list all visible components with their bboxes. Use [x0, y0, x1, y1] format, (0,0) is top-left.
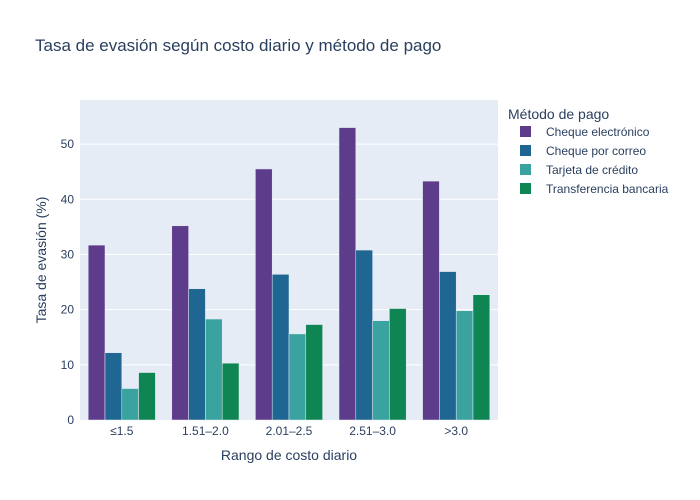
y-tick-label: 20	[61, 303, 75, 317]
bar	[372, 320, 390, 421]
bar	[305, 324, 323, 421]
bar	[87, 244, 106, 421]
x-tick-label: 2.01–2.5	[266, 424, 313, 438]
bar	[255, 168, 273, 421]
legend-title: Método de pago	[508, 106, 609, 122]
x-tick-label: ≤1.5	[110, 424, 134, 438]
chart-title: Tasa de evasión según costo diario y mét…	[35, 36, 441, 55]
y-tick-label: 50	[61, 137, 75, 151]
bars	[87, 127, 491, 421]
bar	[171, 225, 189, 421]
bar	[338, 127, 357, 421]
legend-label: Cheque por correo	[546, 144, 646, 158]
x-axis-title: Rango de costo diario	[221, 447, 357, 463]
legend-label: Tarjeta de crédito	[546, 163, 638, 177]
legend-label: Cheque electrónico	[546, 125, 650, 139]
y-tick-label: 10	[61, 358, 75, 372]
legend-swatch	[520, 126, 531, 137]
legend-swatch	[520, 183, 531, 194]
x-tick-label: 1.51–2.0	[182, 424, 229, 438]
bar	[121, 388, 139, 421]
y-axis-ticks: 0 10 20 30 40 50	[61, 137, 75, 427]
bar	[288, 333, 307, 421]
legend-swatch	[520, 145, 531, 156]
legend: Método de pago Cheque electrónico Cheque …	[508, 106, 669, 196]
bar	[188, 288, 206, 421]
legend-swatch	[520, 164, 531, 175]
bar	[104, 352, 123, 421]
x-axis-ticks: ≤1.5 1.51–2.0 2.01–2.5 2.51–3.0 >3.0	[110, 424, 468, 438]
x-tick-label: >3.0	[444, 424, 468, 438]
bar	[472, 294, 491, 421]
bar	[439, 271, 457, 421]
y-axis-title: Tasa de evasión (%)	[33, 197, 49, 324]
bar	[455, 310, 474, 421]
y-tick-label: 40	[61, 192, 75, 206]
bar	[205, 318, 223, 421]
bar	[422, 180, 440, 421]
bar	[138, 372, 156, 421]
x-tick-label: 2.51–3.0	[349, 424, 396, 438]
y-tick-label: 30	[61, 247, 75, 261]
bar	[221, 362, 240, 421]
legend-label: Transferencia bancaria	[546, 182, 669, 196]
bar	[389, 308, 407, 421]
bar	[355, 249, 373, 421]
y-tick-label: 0	[67, 413, 74, 427]
bar	[271, 274, 290, 421]
